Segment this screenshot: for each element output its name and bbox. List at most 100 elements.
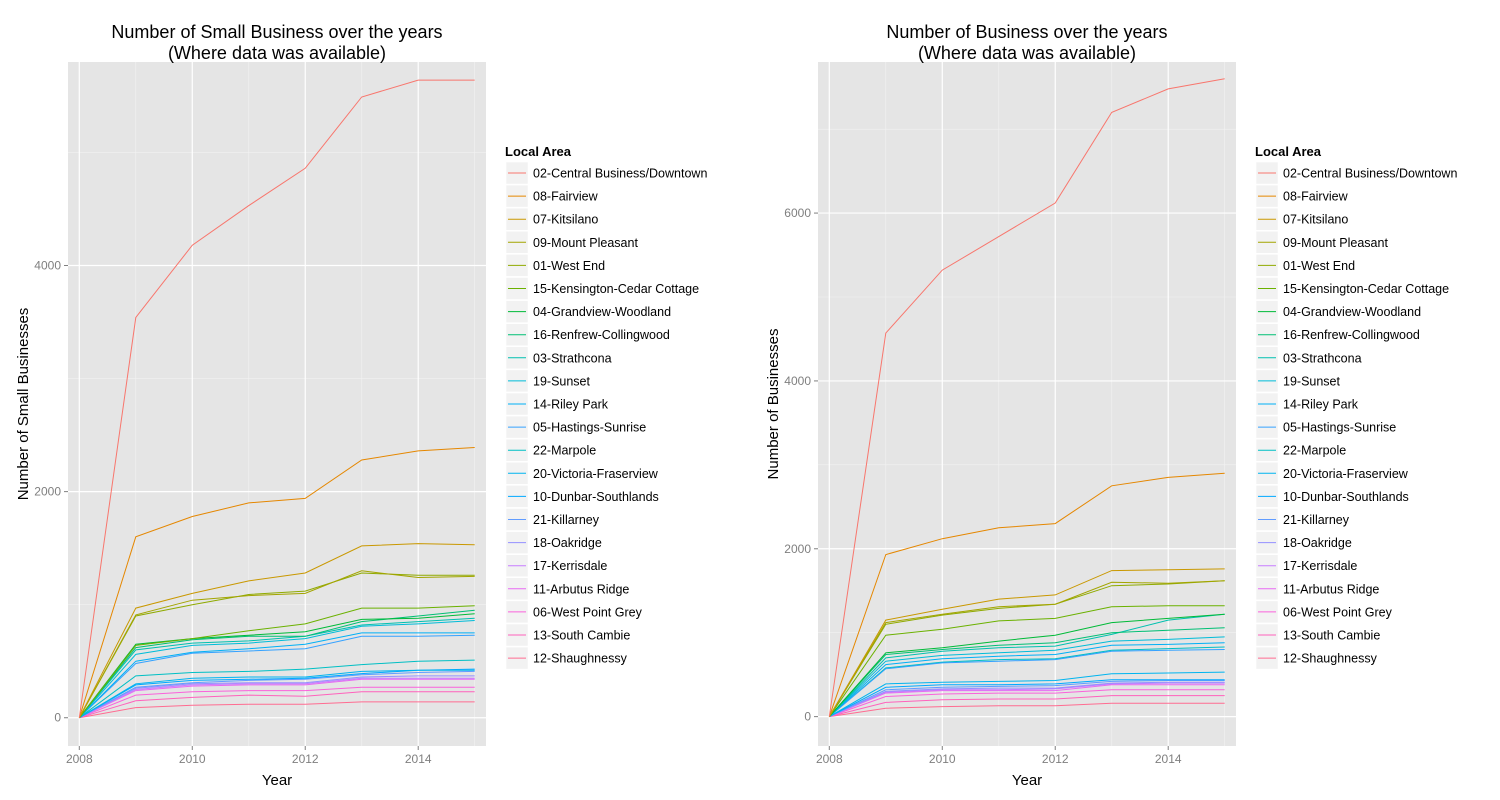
legend-label: 12-Shaughnessy	[1283, 652, 1378, 666]
series-line-04	[78, 613, 475, 719]
legend-label: 03-Strathcona	[1283, 351, 1362, 365]
series-line-07	[78, 543, 475, 718]
y-axis-label: Number of Small Businesses	[15, 308, 32, 501]
plot-panel	[818, 62, 1236, 746]
series-line-22	[79, 659, 475, 719]
series-line-15	[78, 605, 475, 719]
legend-label: 17-Kerrisdale	[1283, 559, 1357, 573]
legend-label: 04-Grandview-Woodland	[533, 305, 671, 319]
plot-panel	[68, 62, 486, 746]
series-line-18	[829, 681, 1225, 718]
legend-label: 20-Victoria-Fraserview	[1283, 467, 1409, 481]
legend-label: 01-West End	[1283, 259, 1355, 273]
series-line-19	[828, 636, 1225, 717]
y-tick-label: 0	[54, 711, 61, 725]
series-line-20	[829, 671, 1225, 718]
series-line-06	[829, 689, 1225, 718]
chart-title: (Where data was available)	[168, 43, 386, 63]
y-axis-label: Number of Businesses	[765, 329, 782, 480]
series-line-08	[828, 472, 1225, 717]
series-line-02	[828, 78, 1225, 717]
legend-label: 02-Central Business/Downtown	[533, 167, 707, 181]
legend-label: 08-Fairview	[1283, 190, 1349, 204]
series-line-03	[78, 617, 475, 719]
series-line-16	[78, 609, 475, 719]
series-line-05	[828, 649, 1225, 717]
chart-2: 2008 2010 2012 2014 0 2000 4000 6000 Number of B…	[765, 22, 1457, 789]
legend-label: 21-Killarney	[533, 513, 600, 527]
series-line-10	[829, 679, 1225, 718]
legend-label: 16-Renfrew-Collingwood	[1283, 328, 1420, 342]
y-tick-label: 2000	[34, 485, 61, 499]
legend-label: 05-Hastings-Sunrise	[533, 421, 646, 435]
series-line-07	[828, 568, 1225, 717]
x-tick-label: 2008	[816, 752, 843, 766]
legend-label: 20-Victoria-Fraserview	[533, 467, 659, 481]
x-axis-label: Year	[262, 772, 292, 789]
series-line-01	[828, 580, 1225, 717]
series-line-09	[78, 570, 475, 718]
legend-label: 19-Sunset	[533, 374, 591, 388]
legend-label: 06-West Point Grey	[1283, 605, 1393, 619]
legend-label: 06-West Point Grey	[533, 605, 643, 619]
series-line-18	[79, 675, 475, 719]
legend-label: 07-Kitsilano	[533, 213, 598, 227]
legend-label: 14-Riley Park	[1283, 398, 1359, 412]
x-tick-label: 2010	[179, 752, 206, 766]
chart-title: (Where data was available)	[918, 43, 1136, 63]
series-line-20	[79, 669, 475, 719]
series-line-13	[829, 695, 1225, 718]
y-tick-label: 6000	[784, 206, 811, 220]
series-line-05	[78, 634, 475, 719]
series-line-11	[829, 684, 1225, 718]
y-tick-label: 4000	[784, 374, 811, 388]
legend-label: 05-Hastings-Sunrise	[1283, 421, 1396, 435]
legend-label: 02-Central Business/Downtown	[1283, 167, 1457, 181]
x-tick-label: 2010	[929, 752, 956, 766]
legend-label: 22-Marpole	[533, 444, 596, 458]
legend-label: 10-Dunbar-Southlands	[533, 490, 659, 504]
series-line-21	[829, 680, 1225, 718]
legend-label: 17-Kerrisdale	[533, 559, 607, 573]
legend-label: 13-South Cambie	[533, 629, 630, 643]
chart-title: Number of Small Business over the years	[111, 22, 442, 42]
legend-title: Local Area	[505, 144, 572, 159]
series-line-14	[828, 642, 1225, 717]
legend-label: 10-Dunbar-Southlands	[1283, 490, 1409, 504]
legend-label: 01-West End	[533, 259, 605, 273]
series-line-02	[78, 79, 475, 718]
chart-title: Number of Business over the years	[886, 22, 1167, 42]
series-line-03	[828, 613, 1225, 717]
legend-label: 03-Strathcona	[533, 351, 612, 365]
legend-label: 12-Shaughnessy	[533, 652, 628, 666]
series-line-19	[78, 620, 475, 719]
series-line-11	[79, 678, 475, 719]
series-line-14	[78, 632, 475, 719]
legend-title: Local Area	[1255, 144, 1322, 159]
series-line-15	[828, 605, 1225, 717]
x-tick-label: 2012	[1042, 752, 1069, 766]
series-line-01	[78, 572, 475, 718]
x-tick-label: 2008	[66, 752, 93, 766]
x-tick-label: 2014	[1155, 752, 1182, 766]
legend-label: 04-Grandview-Woodland	[1283, 305, 1421, 319]
legend-label: 09-Mount Pleasant	[1283, 236, 1388, 250]
series-line-04	[828, 613, 1225, 717]
x-tick-label: 2012	[292, 752, 319, 766]
legend-label: 07-Kitsilano	[1283, 213, 1348, 227]
legend-label: 08-Fairview	[533, 190, 599, 204]
legend-label: 19-Sunset	[1283, 374, 1341, 388]
series-line-12	[829, 702, 1225, 718]
legend-label: 18-Oakridge	[533, 536, 602, 550]
legend-label: 14-Riley Park	[533, 398, 609, 412]
legend-label: 13-South Cambie	[1283, 629, 1380, 643]
chart-1: 2008 2010 2012 2014 0 2000 4000 Number of Small…	[15, 22, 707, 789]
legend-label: 18-Oakridge	[1283, 536, 1352, 550]
legend-label: 16-Renfrew-Collingwood	[533, 328, 670, 342]
series-line-22	[828, 646, 1225, 717]
series-line-08	[78, 447, 475, 718]
legend-label: 11-Arbutus Ridge	[1283, 582, 1379, 596]
y-tick-label: 2000	[784, 542, 811, 556]
legend-label: 09-Mount Pleasant	[533, 236, 638, 250]
y-tick-label: 0	[804, 710, 811, 724]
